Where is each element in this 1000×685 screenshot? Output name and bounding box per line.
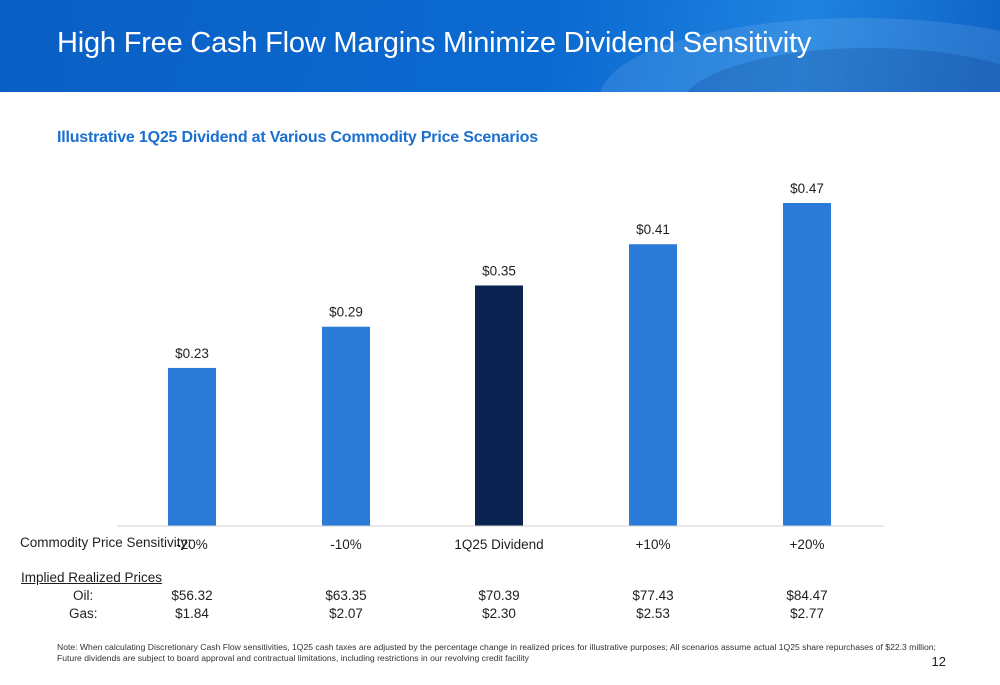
bar-1 bbox=[322, 326, 370, 526]
gas-price-cell: $2.30 bbox=[482, 606, 516, 621]
page-title: High Free Cash Flow Margins Minimize Div… bbox=[57, 27, 812, 59]
oil-price-cell: $77.43 bbox=[632, 588, 674, 603]
bar-value-label: $0.29 bbox=[329, 305, 363, 320]
gas-price-cell: $2.77 bbox=[790, 606, 824, 621]
page-number: 12 bbox=[931, 654, 946, 669]
oil-price-cell: $63.35 bbox=[325, 588, 367, 603]
bar-value-label: $0.35 bbox=[482, 263, 516, 278]
gas-price-cell: $2.07 bbox=[329, 606, 363, 621]
category-tick-label: -20% bbox=[176, 537, 208, 552]
bar-value-label: $0.47 bbox=[790, 181, 824, 196]
gas-label: Gas: bbox=[69, 606, 98, 621]
gas-price-cell: $2.53 bbox=[636, 606, 670, 621]
bar-value-label: $0.41 bbox=[636, 222, 670, 237]
implied-prices-heading: Implied Realized Prices bbox=[21, 570, 163, 585]
oil-label: Oil: bbox=[73, 588, 94, 603]
category-tick-label: +10% bbox=[636, 537, 671, 552]
oil-price-cell: $70.39 bbox=[478, 588, 520, 603]
bar-value-label: $0.23 bbox=[175, 346, 209, 361]
category-tick-label: -10% bbox=[330, 537, 362, 552]
bar-0 bbox=[168, 367, 216, 526]
oil-price-cell: $84.47 bbox=[786, 588, 828, 603]
gas-price-cell: $1.84 bbox=[175, 606, 209, 621]
commodity-sensitivity-label: Commodity Price Sensitivity: bbox=[20, 535, 192, 550]
bar-3 bbox=[629, 244, 677, 526]
oil-price-cell: $56.32 bbox=[171, 588, 213, 603]
bar-2 bbox=[475, 285, 523, 526]
chart-title: Illustrative 1Q25 Dividend at Various Co… bbox=[57, 129, 538, 146]
category-tick-label: +20% bbox=[790, 537, 825, 552]
bar-4 bbox=[783, 203, 831, 526]
dividend-bar-chart: $0.23 -20% $0.29 -10% $0.35 1Q25 Dividend $0.4… bbox=[117, 181, 884, 552]
category-tick-label: 1Q25 Dividend bbox=[454, 537, 543, 552]
header-band: High Free Cash Flow Margins Minimize Div… bbox=[0, 0, 1000, 92]
footnote: Note: When calculating Discretionary Cas… bbox=[57, 642, 936, 663]
